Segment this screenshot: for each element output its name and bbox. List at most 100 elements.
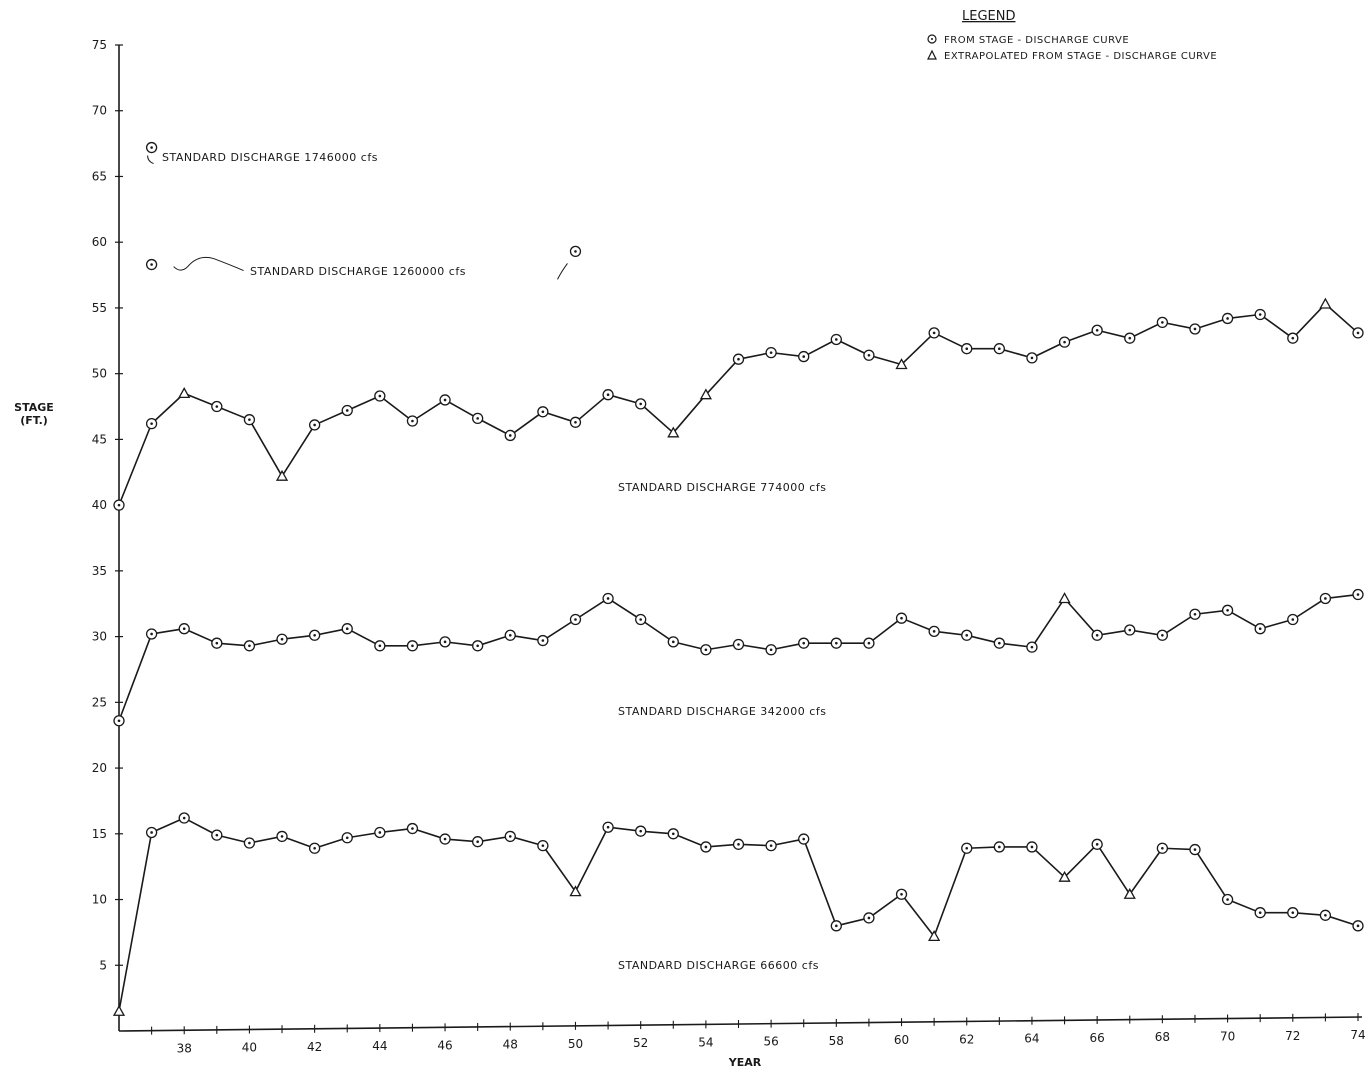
- point-dot-s3-26: [965, 633, 969, 637]
- point-dot-s3-3: [215, 641, 219, 645]
- point-dot-s4-33: [1193, 848, 1197, 851]
- point-dot-s4-9: [411, 827, 414, 830]
- point-dot-s2-28: [1030, 356, 1034, 360]
- point-dot-s4-1: [150, 831, 153, 834]
- point-dot-s2-4: [248, 418, 251, 421]
- point-dot-s4-2: [182, 816, 186, 820]
- point-dot-s2-0: [117, 503, 121, 507]
- x-tick-label-1944: 44: [372, 1039, 387, 1053]
- x-axis-ticks: 38 40 42 44 46 48 50 52 54 56 58 60 62 64 66 68 70 72 74: [151, 1013, 1366, 1055]
- point-dot-s2-10: [443, 398, 447, 402]
- point-dot-s3-13: [541, 639, 545, 642]
- series-markers: [112, 141, 1364, 1016]
- point-dot-s2-23: [867, 353, 871, 357]
- point-s4-14: [569, 885, 582, 897]
- y-tick-label-15: 15: [92, 827, 107, 841]
- point-dot-s4-22: [835, 924, 838, 928]
- x-tick-label-1956: 56: [763, 1035, 778, 1049]
- point-dot-s3-16: [639, 618, 642, 621]
- point-dot-s3-15: [606, 597, 610, 600]
- x-tick-label-1972: 72: [1285, 1029, 1300, 1043]
- point-dot-s2-12: [508, 434, 512, 437]
- point-dot-s4-26: [965, 846, 969, 850]
- y-tick-label-40: 40: [92, 498, 107, 512]
- point-s2-18: [699, 388, 712, 400]
- y-tick-label-75: 75: [92, 38, 107, 52]
- point-dot-s3-1: [150, 632, 153, 636]
- series-lines: [118, 155, 1359, 1012]
- point-dot-s3-6: [313, 633, 316, 637]
- y-tick-label-65: 65: [92, 169, 107, 183]
- point-dot-s3-12: [508, 633, 512, 637]
- point-dot-s3-2: [182, 627, 186, 631]
- point-dot-s4-12: [508, 835, 512, 838]
- point-dot-s3-8: [378, 644, 382, 648]
- point-dot-s3-33: [1193, 612, 1197, 616]
- point-dot-s2-25: [932, 331, 936, 335]
- series-labels: STANDARD DISCHARGE 1746000 cfs STANDARD …: [162, 151, 826, 972]
- point-s3-29: [1058, 592, 1071, 604]
- y-tick-label-70: 70: [92, 104, 107, 118]
- point-dot-s3-9: [411, 644, 414, 648]
- x-tick-label-1950: 50: [568, 1037, 583, 1051]
- point-dot-s2-38: [1356, 331, 1360, 335]
- point-dot-s3-34: [1226, 609, 1229, 612]
- x-tick-label-1938: 38: [177, 1041, 192, 1055]
- point-dot-s3-14: [574, 618, 577, 621]
- point-dot-s4-3: [215, 833, 219, 837]
- point-dot-s2-11: [476, 417, 479, 420]
- point-dot-s3-30: [1095, 633, 1099, 637]
- legend-title: LEGEND: [962, 9, 1015, 24]
- point-dot-s4-35: [1258, 911, 1262, 914]
- point-dot-s4-4: [248, 841, 251, 845]
- point-dot-s3-22: [835, 641, 838, 645]
- point-s4-25: [928, 930, 941, 941]
- point-s2-5: [275, 469, 289, 481]
- point-dot-s3-36: [1291, 618, 1295, 621]
- x-tick-label-1954: 54: [698, 1035, 713, 1049]
- point-dot-s2-27: [998, 347, 1001, 350]
- point-dot-s1-0: [150, 263, 153, 266]
- point-dot-s4-23: [867, 916, 871, 920]
- label-1260000: STANDARD DISCHARGE 1260000 cfs: [250, 265, 466, 278]
- point-dot-s4-15: [606, 825, 610, 829]
- label-66600: STANDARD DISCHARGE 66600 cfs: [618, 959, 819, 972]
- point-dot-s2-8: [378, 394, 382, 398]
- point-dot-s4-6: [313, 846, 316, 850]
- y-tick-label-20: 20: [92, 761, 107, 775]
- point-dot-s4-24: [900, 892, 903, 896]
- point-dot-s3-23: [867, 641, 871, 645]
- x-axis-line: [118, 1016, 1363, 1032]
- series-line-3: [118, 593, 1359, 722]
- point-dot-s3-35: [1258, 627, 1262, 631]
- x-axis-title: YEAR: [728, 1056, 762, 1069]
- point-dot-s4-20: [769, 844, 773, 847]
- point-dot-s3-7: [345, 627, 349, 631]
- x-tick-label-1958: 58: [829, 1034, 844, 1048]
- y-axis-ticks: 5 10 15 20 25 30 35 40 45 50 55 60 65 70 75: [92, 38, 123, 972]
- point-dot-s4-28: [1030, 845, 1034, 849]
- legend-item-extrapolated: EXTRAPOLATED FROM STAGE - DISCHARGE CURV…: [944, 51, 1217, 62]
- x-tick-label-1970: 70: [1220, 1030, 1235, 1044]
- point-dot-s2-35: [1258, 313, 1262, 316]
- point-dot-s4-30: [1095, 843, 1099, 846]
- point-dot-s2-7: [345, 409, 349, 412]
- point-dot-s2-15: [606, 393, 610, 397]
- point-dot-s3-21: [802, 641, 806, 645]
- x-tick-label-1942: 42: [307, 1040, 322, 1054]
- point-dot-s2-22: [835, 338, 838, 341]
- point-dot-s3-25: [932, 630, 936, 633]
- point-dot-s2-1: [150, 422, 153, 425]
- point-dot-s4-11: [476, 840, 479, 843]
- point-dot-s2-14: [574, 421, 577, 424]
- point-dot-s4-38: [1356, 924, 1360, 928]
- point-dot-s3-10: [443, 640, 447, 644]
- point-dot-s4-19: [737, 843, 740, 846]
- point-dot-s3-19: [737, 643, 740, 646]
- point-dot-s2-13: [541, 410, 545, 414]
- legend-triangle-marker: [927, 49, 937, 60]
- point-s4-31: [1123, 887, 1136, 899]
- legend-circle-marker: [927, 34, 937, 44]
- point-dot-s3-17: [671, 640, 675, 644]
- y-tick-label-45: 45: [92, 432, 107, 446]
